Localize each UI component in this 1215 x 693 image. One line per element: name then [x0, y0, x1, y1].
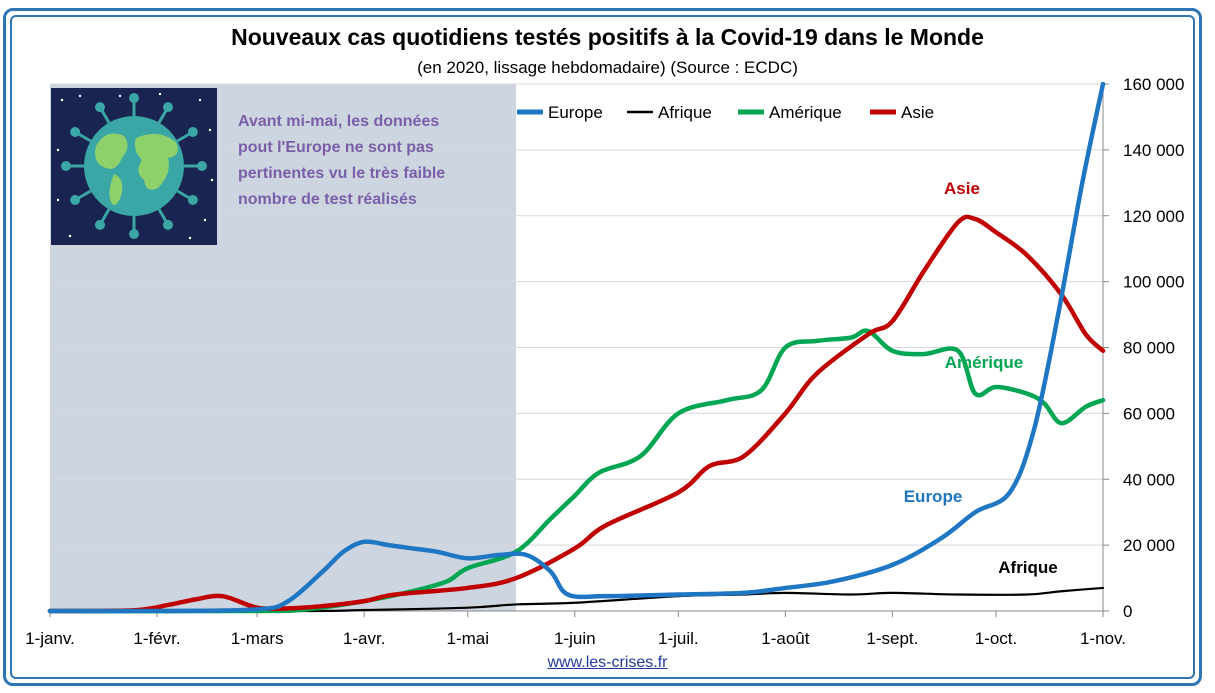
virus-spike-tip	[61, 161, 71, 171]
note-line-2: pout l'Europe ne sont pas	[238, 139, 434, 156]
series-label-amerique: Amérique	[945, 353, 1023, 372]
star-dot	[208, 128, 212, 132]
series-labels: Europe Afrique Amérique Asie	[904, 179, 1058, 577]
x-tick-label: 1-mai	[446, 629, 489, 648]
continent-south-america	[109, 174, 123, 205]
x-tick-label: 1-juin	[554, 629, 596, 648]
y-tick-label: 60 000	[1123, 404, 1175, 423]
series-label-afrique: Afrique	[998, 558, 1058, 577]
legend-label-asie: Asie	[901, 103, 934, 122]
globe-sphere	[84, 116, 184, 216]
star-dot	[56, 198, 60, 202]
virus-spike-tip	[95, 219, 105, 230]
legend-label-afrique: Afrique	[658, 103, 712, 122]
star-dot	[188, 236, 192, 240]
star-dot	[60, 98, 64, 102]
x-tick-label: 1-juil.	[658, 629, 699, 648]
virus-spike-tip	[187, 195, 198, 205]
note-line-4: nombre de test réalisés	[238, 191, 417, 208]
note-line-3: pertinentes vu le très faible	[238, 165, 445, 182]
star-dot	[210, 178, 214, 182]
inner-frame	[10, 15, 1195, 679]
star-dot	[198, 98, 202, 102]
x-tick-label: 1-mars	[231, 629, 284, 648]
x-tick-label: 1-sept.	[866, 629, 918, 648]
star-dot	[56, 148, 60, 152]
note-box: Avant mi-mai, les données pout l'Europe …	[238, 113, 445, 208]
note-line-1: Avant mi-mai, les données	[238, 113, 439, 130]
y-tick-label: 120 000	[1123, 207, 1184, 226]
virus-spike-tip	[163, 219, 173, 230]
virus-spike-tip	[129, 229, 139, 239]
x-tick-label: 1-avr.	[343, 629, 386, 648]
x-tick-label: 1-nov.	[1080, 629, 1126, 648]
virus-spike-tip	[70, 195, 81, 205]
outer-frame	[3, 8, 1202, 686]
virus-spike-tip	[129, 93, 139, 103]
y-tick-label: 160 000	[1123, 75, 1184, 94]
star-dot	[158, 92, 162, 96]
y-tick-label: 40 000	[1123, 470, 1175, 489]
legend-label-europe: Europe	[548, 103, 603, 122]
virus-spike-tip	[197, 161, 207, 171]
globe-virus-image	[51, 88, 217, 245]
y-tick-label: 80 000	[1123, 339, 1175, 358]
star-dot	[203, 218, 207, 222]
series-line-europe	[47, 81, 1106, 614]
y-tick-label: 140 000	[1123, 141, 1184, 160]
star-dot	[68, 234, 72, 238]
axis-layer: 0 20 000 40 000 60 000 80 000 100 000 120 000 1…	[25, 75, 1184, 648]
virus-spike-tip	[187, 127, 198, 137]
series-label-europe: Europe	[904, 487, 963, 506]
x-tick-label: 1-févr.	[133, 629, 180, 648]
y-tick-label: 100 000	[1123, 273, 1184, 292]
continent-afro-eurasia	[134, 133, 178, 190]
virus-spike-tip	[95, 102, 105, 113]
star-dot	[118, 94, 122, 98]
continent-americas	[95, 133, 128, 169]
x-tick-label: 1-janv.	[25, 629, 75, 648]
legend: Europe Afrique Amérique Asie	[517, 103, 934, 122]
virus-spike-tip	[163, 102, 173, 113]
series-label-asie: Asie	[944, 179, 980, 198]
series-line-asie	[47, 214, 1106, 614]
x-tick-label: 1-août	[761, 629, 809, 648]
chart-subtitle: (en 2020, lissage hebdomadaire) (Source …	[417, 58, 798, 77]
chart-title: Nouveaux cas quotidiens testés positifs …	[231, 24, 984, 50]
series-layer	[47, 81, 1106, 614]
star-dot	[78, 94, 82, 98]
legend-label-amerique: Amérique	[769, 103, 842, 122]
x-tick-label: 1-oct.	[975, 629, 1018, 648]
virus-spike-tip	[70, 127, 81, 137]
y-tick-label: 0	[1123, 602, 1132, 621]
source-link[interactable]: www.les-crises.fr	[547, 654, 668, 671]
y-tick-label: 20 000	[1123, 536, 1175, 555]
